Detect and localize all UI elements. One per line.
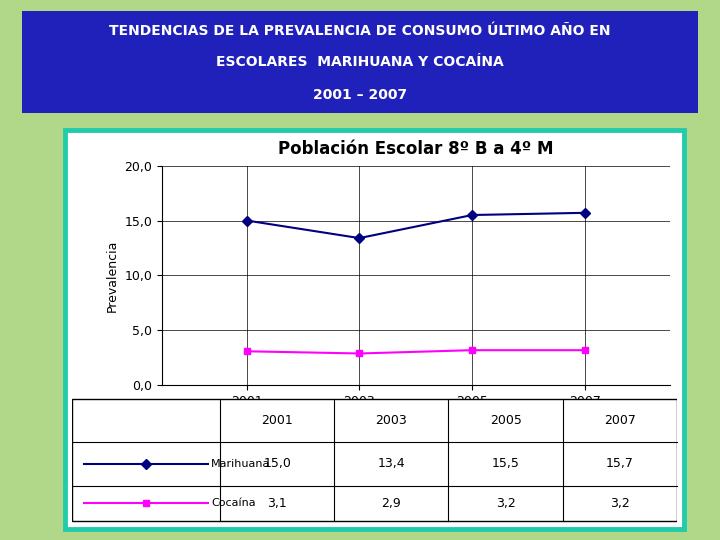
Text: 15,7: 15,7 <box>606 457 634 470</box>
Text: 3,2: 3,2 <box>495 497 516 510</box>
Text: 2003: 2003 <box>376 414 408 427</box>
Title: Población Escolar 8º B a 4º M: Población Escolar 8º B a 4º M <box>278 140 554 158</box>
Text: ESCOLARES  MARIHUANA Y COCAÍNA: ESCOLARES MARIHUANA Y COCAÍNA <box>216 55 504 69</box>
Text: Marihuana: Marihuana <box>211 459 271 469</box>
Text: 15,5: 15,5 <box>492 457 520 470</box>
FancyBboxPatch shape <box>22 11 698 113</box>
Text: 15,0: 15,0 <box>264 457 291 470</box>
Text: Cocaína: Cocaína <box>211 498 256 508</box>
Text: TENDENCIAS DE LA PREVALENCIA DE CONSUMO ÚLTIMO AÑO EN: TENDENCIAS DE LA PREVALENCIA DE CONSUMO … <box>109 24 611 38</box>
Text: 2,9: 2,9 <box>382 497 401 510</box>
Text: 2007: 2007 <box>604 414 636 427</box>
FancyBboxPatch shape <box>65 130 684 529</box>
Text: 13,4: 13,4 <box>377 457 405 470</box>
Text: 3,1: 3,1 <box>267 497 287 510</box>
Y-axis label: Prevalencia: Prevalencia <box>106 239 119 312</box>
Text: 3,2: 3,2 <box>610 497 629 510</box>
Text: 2005: 2005 <box>490 414 521 427</box>
Text: 2001 – 2007: 2001 – 2007 <box>313 88 407 102</box>
Text: 2001: 2001 <box>261 414 293 427</box>
